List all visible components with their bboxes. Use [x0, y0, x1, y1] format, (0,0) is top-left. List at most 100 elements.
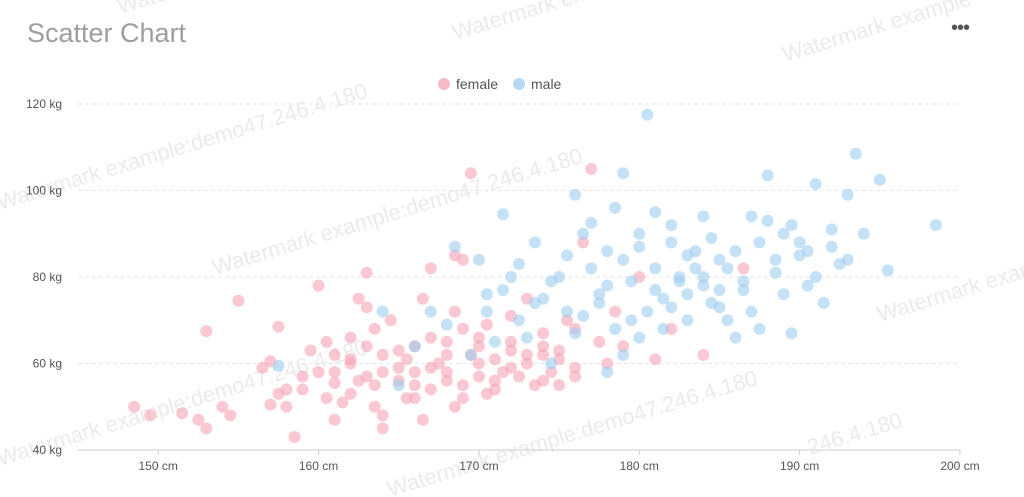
male-point[interactable] [697, 279, 710, 292]
female-point[interactable] [416, 292, 429, 305]
female-point[interactable] [256, 361, 269, 374]
female-point[interactable] [344, 387, 357, 400]
female-point[interactable] [320, 392, 333, 405]
male-point[interactable] [513, 314, 525, 327]
male-point[interactable] [649, 206, 662, 219]
male-point[interactable] [392, 379, 405, 392]
male-point[interactable] [625, 275, 638, 288]
female-point[interactable] [408, 392, 421, 405]
male-point[interactable] [480, 288, 493, 301]
male-point[interactable] [761, 214, 774, 227]
male-point[interactable] [713, 284, 726, 296]
female-point[interactable] [456, 322, 469, 335]
female-point[interactable] [320, 335, 333, 348]
male-point[interactable] [673, 275, 686, 288]
male-point[interactable] [609, 322, 622, 335]
male-point[interactable] [521, 331, 533, 344]
female-point[interactable] [448, 400, 461, 413]
male-point[interactable] [617, 348, 630, 361]
male-point[interactable] [641, 108, 654, 121]
male-point[interactable] [601, 366, 614, 379]
female-point[interactable] [344, 331, 357, 344]
male-point[interactable] [801, 245, 814, 258]
female-point[interactable] [376, 348, 389, 361]
female-point[interactable] [376, 422, 389, 435]
female-point[interactable] [505, 344, 517, 357]
female-point[interactable] [472, 331, 485, 344]
female-point[interactable] [352, 292, 365, 305]
female-point[interactable] [488, 374, 501, 387]
female-point[interactable] [216, 400, 229, 413]
male-point[interactable] [497, 208, 509, 221]
female-point[interactable] [304, 344, 317, 357]
male-point[interactable] [649, 262, 662, 275]
male-point[interactable] [665, 236, 678, 249]
more-horizontal-icon[interactable]: ••• [950, 17, 970, 39]
female-point[interactable] [200, 422, 213, 435]
female-point[interactable] [472, 357, 485, 370]
female-point[interactable] [376, 409, 389, 422]
female-point[interactable] [192, 413, 205, 426]
female-point[interactable] [176, 407, 189, 420]
male-point[interactable] [745, 305, 758, 318]
legend-item-female[interactable]: female [438, 76, 498, 92]
male-point[interactable] [793, 236, 806, 249]
female-point[interactable] [553, 344, 566, 357]
female-point[interactable] [408, 379, 421, 392]
female-point[interactable] [537, 374, 550, 387]
male-point[interactable] [561, 249, 574, 262]
male-point[interactable] [529, 297, 541, 309]
female-point[interactable] [456, 253, 469, 266]
male-point[interactable] [641, 305, 654, 318]
female-point[interactable] [360, 301, 373, 314]
male-point[interactable] [609, 201, 622, 214]
male-point[interactable] [721, 262, 734, 275]
male-point[interactable] [601, 279, 614, 292]
male-point[interactable] [665, 219, 678, 232]
male-point[interactable] [801, 279, 814, 292]
female-point[interactable] [352, 374, 365, 387]
male-point[interactable] [472, 253, 485, 266]
male-point[interactable] [753, 236, 766, 249]
male-point[interactable] [657, 322, 670, 335]
female-point[interactable] [424, 383, 437, 396]
male-point[interactable] [777, 288, 790, 301]
female-point[interactable] [649, 353, 662, 366]
male-point[interactable] [625, 314, 638, 327]
female-point[interactable] [480, 318, 493, 331]
female-point[interactable] [585, 162, 598, 175]
female-point[interactable] [545, 366, 558, 379]
male-point[interactable] [721, 314, 734, 327]
female-point[interactable] [593, 335, 606, 348]
female-point[interactable] [392, 361, 405, 374]
female-point[interactable] [424, 361, 437, 374]
male-point[interactable] [753, 322, 766, 335]
male-point[interactable] [689, 262, 702, 275]
male-point[interactable] [665, 301, 678, 314]
male-point[interactable] [585, 262, 598, 275]
male-point[interactable] [769, 253, 782, 266]
female-point[interactable] [360, 266, 373, 279]
female-point[interactable] [328, 348, 341, 361]
female-point[interactable] [288, 431, 301, 443]
male-point[interactable] [272, 359, 285, 372]
female-point[interactable] [424, 331, 437, 344]
female-point[interactable] [280, 400, 293, 413]
female-point[interactable] [737, 262, 750, 275]
male-point[interactable] [545, 275, 558, 288]
female-point[interactable] [569, 361, 582, 374]
female-point[interactable] [537, 327, 550, 340]
female-point[interactable] [312, 366, 325, 379]
male-point[interactable] [593, 297, 606, 309]
female-point[interactable] [328, 366, 341, 379]
male-point[interactable] [488, 335, 501, 348]
male-point[interactable] [705, 232, 718, 245]
male-point[interactable] [737, 284, 750, 296]
female-point[interactable] [456, 379, 469, 392]
male-point[interactable] [585, 216, 598, 229]
male-point[interactable] [633, 240, 646, 253]
male-point[interactable] [577, 309, 590, 322]
legend[interactable]: female male [438, 76, 562, 92]
female-point[interactable] [505, 361, 517, 374]
female-point[interactable] [200, 325, 213, 338]
